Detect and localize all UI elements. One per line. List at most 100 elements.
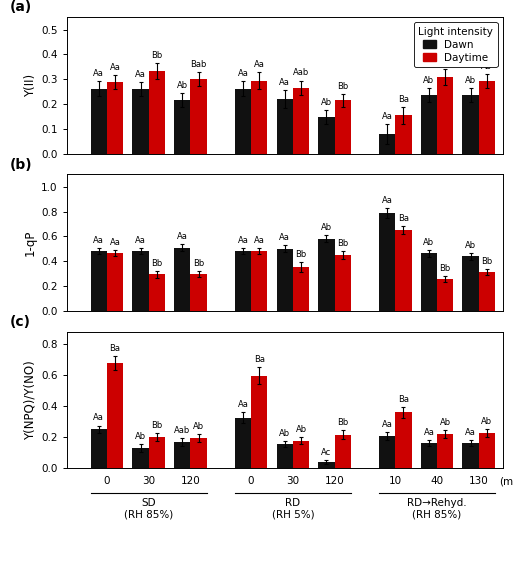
Bar: [149, 437, 165, 468]
Text: Aa: Aa: [465, 428, 476, 437]
Bar: [190, 274, 207, 311]
Text: Ab: Ab: [481, 62, 492, 71]
Bar: [190, 438, 207, 468]
Text: Ba: Ba: [398, 214, 409, 223]
Text: Ab: Ab: [135, 432, 146, 441]
Text: Aab: Aab: [174, 426, 190, 435]
Text: (b): (b): [10, 158, 33, 172]
Bar: [421, 443, 437, 468]
Text: Ab: Ab: [440, 419, 451, 428]
Bar: [395, 115, 411, 154]
Text: Ab: Ab: [423, 238, 435, 247]
Bar: [251, 376, 267, 468]
Y-axis label: 1-qP: 1-qP: [24, 230, 37, 256]
Bar: [132, 89, 149, 154]
Text: Aa: Aa: [135, 236, 146, 246]
Bar: [132, 448, 149, 468]
Bar: [463, 256, 479, 311]
Bar: [190, 79, 207, 154]
Text: Ba: Ba: [110, 344, 121, 353]
Text: Bb: Bb: [151, 259, 163, 268]
Text: Aa: Aa: [135, 70, 146, 79]
Text: 120: 120: [325, 476, 345, 486]
Bar: [334, 435, 351, 468]
Bar: [277, 99, 293, 154]
Text: Bb: Bb: [481, 257, 492, 266]
Bar: [235, 251, 251, 311]
Text: 40: 40: [430, 476, 444, 486]
Text: Aab: Aab: [293, 69, 309, 78]
Text: Ab: Ab: [295, 425, 307, 435]
Bar: [379, 213, 395, 311]
Bar: [421, 253, 437, 311]
Text: Ba: Ba: [398, 95, 409, 103]
Text: 0: 0: [248, 476, 254, 486]
Text: Ab: Ab: [465, 240, 476, 250]
Bar: [437, 435, 453, 468]
Bar: [293, 441, 309, 468]
Bar: [132, 251, 149, 311]
Text: 130: 130: [469, 476, 489, 486]
Text: (a): (a): [10, 1, 32, 14]
Text: (c): (c): [10, 315, 31, 329]
Bar: [174, 442, 190, 468]
Bar: [395, 412, 411, 468]
Text: Aa: Aa: [238, 69, 248, 78]
Text: Ac: Ac: [321, 448, 331, 457]
Text: Bb: Bb: [440, 57, 451, 66]
Text: Aa: Aa: [110, 238, 121, 247]
Text: Bb: Bb: [337, 239, 348, 248]
Text: Ab: Ab: [279, 429, 290, 438]
Bar: [479, 272, 495, 311]
Bar: [479, 81, 495, 154]
Text: Aa: Aa: [177, 232, 188, 241]
Bar: [437, 279, 453, 311]
Text: Aa: Aa: [254, 60, 265, 69]
Text: Aa: Aa: [279, 78, 290, 87]
Bar: [334, 255, 351, 311]
Bar: [107, 252, 123, 311]
Bar: [149, 71, 165, 154]
Text: 0: 0: [104, 476, 110, 486]
Bar: [91, 251, 107, 311]
Text: Aa: Aa: [382, 112, 392, 122]
Text: Bab: Bab: [190, 61, 207, 69]
Text: Ab: Ab: [423, 76, 435, 85]
Text: Bb: Bb: [151, 51, 163, 59]
Text: Ba: Ba: [398, 395, 409, 404]
Bar: [379, 134, 395, 154]
Text: Aa: Aa: [238, 400, 248, 409]
Text: Aa: Aa: [93, 69, 104, 78]
Text: 10: 10: [389, 476, 402, 486]
Text: Ab: Ab: [177, 81, 188, 90]
Text: Aa: Aa: [93, 413, 104, 423]
Text: Ab: Ab: [321, 98, 332, 107]
Text: Ba: Ba: [254, 355, 265, 364]
Text: RD
(RH 5%): RD (RH 5%): [271, 498, 314, 520]
Bar: [463, 443, 479, 468]
Bar: [479, 433, 495, 468]
Legend: Dawn, Daytime: Dawn, Daytime: [415, 22, 498, 67]
Text: SD
(RH 85%): SD (RH 85%): [124, 498, 173, 520]
Y-axis label: Y(II): Y(II): [24, 74, 37, 97]
Text: (min): (min): [499, 476, 513, 486]
Bar: [107, 363, 123, 468]
Bar: [149, 274, 165, 311]
Bar: [251, 251, 267, 311]
Text: Ab: Ab: [193, 422, 204, 431]
Bar: [293, 267, 309, 311]
Text: Bb: Bb: [337, 418, 348, 427]
Text: Bb: Bb: [337, 82, 348, 91]
Bar: [251, 81, 267, 154]
Bar: [319, 239, 334, 311]
Text: 30: 30: [286, 476, 300, 486]
Text: Aa: Aa: [423, 428, 435, 437]
Bar: [277, 249, 293, 311]
Text: 120: 120: [181, 476, 201, 486]
Text: Bb: Bb: [295, 250, 307, 259]
Text: Ab: Ab: [465, 76, 476, 85]
Bar: [91, 89, 107, 154]
Text: Aa: Aa: [382, 196, 392, 205]
Bar: [395, 230, 411, 311]
Bar: [235, 89, 251, 154]
